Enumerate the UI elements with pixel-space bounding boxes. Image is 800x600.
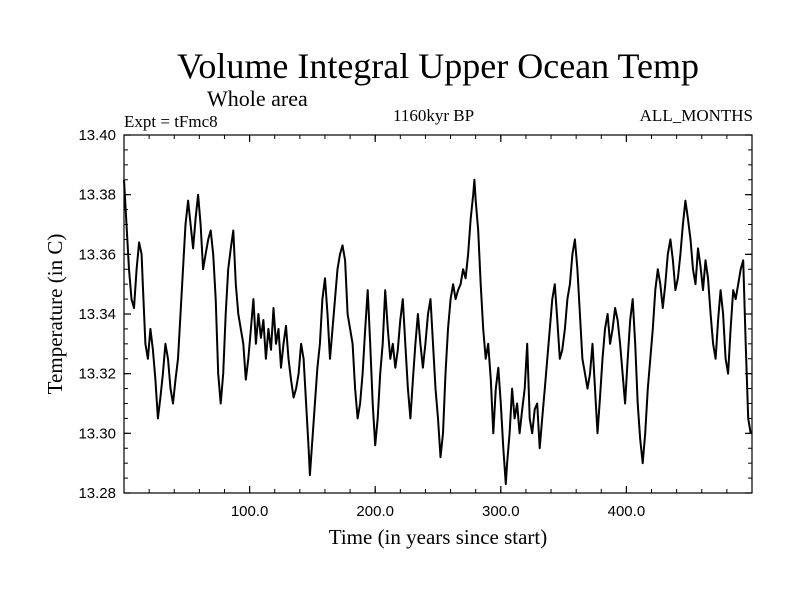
- x-tick-label: 100.0: [231, 503, 269, 520]
- x-tick-label: 400.0: [608, 503, 646, 520]
- chart-title: Volume Integral Upper Ocean Temp: [177, 46, 699, 86]
- months-label: ALL_MONTHS: [640, 106, 753, 125]
- y-tick-label: 13.36: [78, 246, 116, 263]
- y-axis-label: Temperature (in C): [43, 234, 67, 395]
- y-tick-label: 13.40: [78, 127, 116, 144]
- axis-ticks: 13.28 13.30 13.32 13.34 13.36 13.38 13.40 100.0…: [78, 127, 753, 520]
- y-tick-label: 13.32: [78, 366, 116, 383]
- y-tick-label: 13.28: [78, 485, 116, 502]
- x-tick-label: 200.0: [356, 503, 394, 520]
- x-axis-label: Time (in years since start): [329, 525, 548, 549]
- period-label: 1160kyr BP: [393, 106, 474, 125]
- y-tick-label: 13.34: [78, 306, 116, 323]
- y-tick-label: 13.38: [78, 187, 116, 204]
- y-tick-label: 13.30: [78, 425, 116, 442]
- series-line-temperature: [123, 178, 752, 485]
- experiment-label: Expt = tFmc8: [124, 112, 218, 131]
- x-tick-label: 300.0: [482, 503, 520, 520]
- chart-subtitle: Whole area: [207, 86, 308, 111]
- plot-area: [123, 134, 753, 494]
